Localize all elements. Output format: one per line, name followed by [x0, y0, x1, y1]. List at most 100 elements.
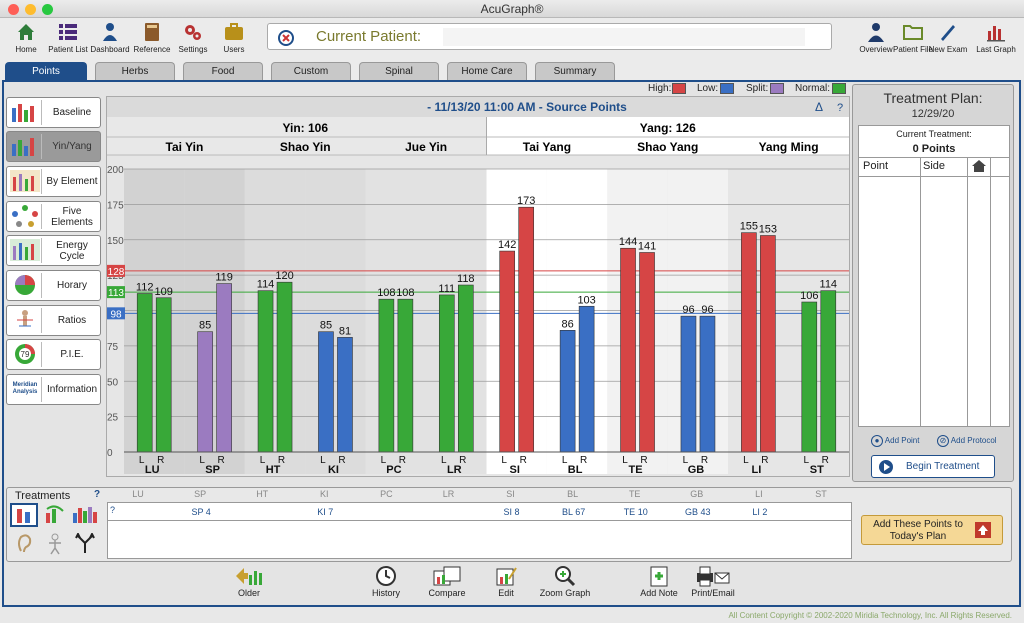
sidebar-item-baseline[interactable]: Baseline	[6, 97, 101, 128]
edit-button[interactable]: Edit	[471, 565, 541, 598]
minimize-window-button[interactable]	[25, 4, 36, 15]
patient-file-button[interactable]: Patient File	[887, 21, 939, 54]
tab-summary[interactable]: Summary	[535, 62, 615, 80]
current-patient-label: Current Patient:	[316, 28, 422, 45]
add-point-button[interactable]: ● Add Point	[871, 435, 919, 447]
last-graph-button[interactable]: Last Graph	[970, 21, 1022, 54]
reference-label-box	[107, 264, 125, 277]
chart-canvas: - 11/13/20 11:00 AM - Source Points Δ ? Yin…	[107, 97, 849, 476]
add-points-to-plan-button[interactable]: Add These Points to Today's Plan	[861, 515, 1003, 545]
meridian-label: HT	[266, 464, 281, 476]
baseline-icon	[9, 100, 42, 125]
tab-custom[interactable]: Custom	[271, 62, 351, 80]
tab-spinal[interactable]: Spinal	[359, 62, 439, 80]
sidebar-item-by-element[interactable]: By Element	[6, 166, 101, 197]
older-icon	[236, 568, 262, 585]
bar-st-r	[820, 290, 837, 453]
arrow-chart-icon[interactable]	[43, 503, 67, 525]
treatment-point-link[interactable]: GB 43	[685, 507, 711, 517]
side-label: R	[157, 455, 164, 466]
home-button[interactable]: Home	[0, 21, 52, 54]
treatment-point-link[interactable]: KI 7	[317, 507, 334, 517]
sidebar-item-pie[interactable]: 79 P.I.E.	[6, 339, 101, 370]
treatment-point-link[interactable]: BL 67	[562, 507, 586, 517]
sidebar-item-ratios[interactable]: Ratios	[6, 305, 101, 336]
ear-icon[interactable]	[15, 533, 35, 555]
window-titlebar: AcuGraph®	[0, 0, 1024, 18]
briefcase-icon	[225, 23, 243, 40]
treatment-point-link[interactable]: TE 10	[623, 507, 648, 517]
branch-icon[interactable]	[75, 533, 95, 555]
older-button[interactable]: Older	[214, 565, 284, 598]
zoom-window-button[interactable]	[42, 4, 53, 15]
reference-button[interactable]: Reference	[126, 21, 178, 54]
body-icon[interactable]	[45, 533, 65, 555]
compare-button[interactable]: Compare	[412, 565, 482, 598]
add-note-button[interactable]: Add Note	[624, 565, 694, 598]
svg-text:79: 79	[21, 350, 30, 359]
add-protocol-button[interactable]: ⊘ Add Protocol	[937, 435, 997, 447]
history-button[interactable]: History	[351, 565, 421, 598]
meridian-group-label: Yang Ming	[759, 140, 819, 154]
reference-label: 113	[108, 288, 124, 299]
y-tick-label: 200	[107, 165, 124, 176]
overview-button[interactable]: Overview	[850, 21, 902, 54]
sidebar-item-horary[interactable]: Horary	[6, 270, 101, 301]
reference-label: 98	[110, 309, 122, 320]
sidebar-item-yin-yang[interactable]: Yin/Yang	[6, 131, 101, 162]
chart-title-bar	[107, 97, 849, 117]
zoom-graph-button[interactable]: Zoom Graph	[530, 565, 600, 598]
users-button[interactable]: Users	[208, 21, 260, 54]
side-label: R	[761, 455, 768, 466]
list-icon	[59, 24, 77, 40]
dashboard-label: Dashboard	[90, 45, 130, 54]
settings-button[interactable]: Settings	[167, 21, 219, 54]
bar-view-button[interactable]	[10, 503, 38, 527]
five-elements-icon	[9, 204, 42, 229]
treatment-point-link[interactable]: SP 4	[191, 507, 211, 517]
treatment-column-header: SP	[194, 489, 207, 499]
treatment-column-header: HT	[256, 489, 269, 499]
meridian-group-label: Tai Yin	[166, 140, 204, 154]
bar-bl-r	[578, 305, 595, 453]
meridian-column-bg	[426, 169, 487, 474]
ratios-icon	[9, 308, 42, 333]
sidebar-item-information[interactable]: Meridian Analysis Information	[6, 374, 101, 405]
bar-value-label: 108	[377, 287, 395, 299]
new-exam-button[interactable]: New Exam	[922, 21, 974, 54]
bar-lr-r	[457, 284, 474, 453]
tab-home-care[interactable]: Home Care	[447, 62, 527, 80]
edit-icon	[496, 567, 517, 586]
print-email-button[interactable]: Print/Email	[678, 565, 748, 598]
meridian-label: SP	[205, 464, 220, 476]
meridian-column-bg	[124, 169, 185, 474]
yin-yang-icon	[9, 134, 42, 159]
side-label: L	[622, 455, 628, 466]
tab-herbs[interactable]: Herbs	[95, 62, 175, 80]
meridian-column-bg	[607, 169, 668, 474]
current-patient-value	[443, 28, 805, 46]
treatment-point-link[interactable]: SI 8	[503, 507, 520, 517]
sidebar-item-label: Yin/Yang	[52, 141, 92, 152]
tab-points[interactable]: Points	[5, 62, 87, 80]
sidebar-item-five-elements[interactable]: Five Elements	[6, 201, 101, 232]
patient-list-button[interactable]: Patient List	[42, 21, 94, 54]
treatment-point-link[interactable]: LI 2	[752, 507, 768, 517]
bottom-toolbar: Older History Compare Edit Zoom Graph Ad…	[0, 563, 1024, 605]
multi-bar-icon[interactable]	[71, 503, 99, 525]
zoom-graph-label: Zoom Graph	[539, 588, 591, 598]
patient-history-icon[interactable]	[276, 28, 296, 48]
meridian-analysis-icon-text: Meridian Analysis	[12, 382, 38, 395]
bar-value-label: 86	[562, 318, 574, 330]
bar-value-label: 114	[257, 279, 275, 291]
treatments-help-button[interactable]: ?	[94, 489, 101, 500]
tab-food[interactable]: Food	[183, 62, 263, 80]
legend-high-swatch	[672, 83, 686, 94]
close-window-button[interactable]	[8, 4, 19, 15]
sidebar-item-label: Five Elements	[51, 205, 93, 228]
begin-treatment-button[interactable]: Begin Treatment	[871, 455, 995, 478]
sidebar-item-energy-cycle[interactable]: Energy Cycle	[6, 235, 101, 266]
dashboard-button[interactable]: Dashboard	[84, 21, 136, 54]
current-patient-box[interactable]: Current Patient:	[267, 23, 832, 50]
home-label: Home	[15, 45, 37, 54]
